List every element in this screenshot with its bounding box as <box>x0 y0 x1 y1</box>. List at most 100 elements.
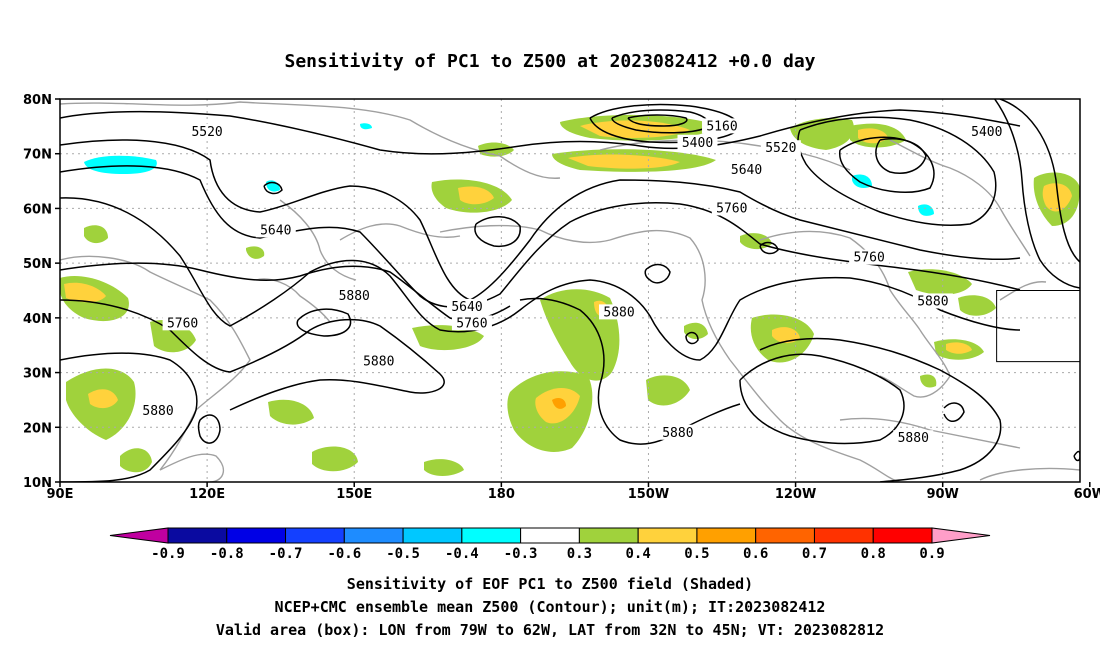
sensitivity-patch <box>88 389 118 409</box>
colorbar-box <box>637 527 698 544</box>
contour-label: 5160 <box>706 119 737 134</box>
colorbar-label: -0.4 <box>445 546 479 562</box>
colorbar-box <box>696 527 757 544</box>
colorbar-lower-arrow <box>109 527 169 544</box>
contour-label-bg <box>677 134 718 150</box>
contour-label-bg <box>893 430 934 446</box>
contour-label-bg <box>334 287 375 303</box>
z500-contour <box>1073 450 1080 462</box>
colorbar-upper-arrow <box>931 527 991 544</box>
colorbar-label: 0.6 <box>743 546 768 562</box>
contour-label-bg <box>657 424 698 440</box>
coastline <box>839 417 1021 449</box>
z500-contour <box>875 138 927 174</box>
contour-label: 5520 <box>191 125 222 140</box>
contour-label: 5880 <box>603 305 634 320</box>
lat-label: 40N <box>23 312 52 327</box>
contour-label-bg <box>760 140 801 156</box>
longitude-labels: 90E 120E 150E 180 150W 120W 90W 60W <box>47 482 1100 502</box>
lon-label: 180 <box>488 487 515 502</box>
lat-label: 50N <box>23 257 52 272</box>
contour-label-bg <box>1074 222 1080 238</box>
z500-contour <box>60 109 1021 155</box>
contour-label: 5760 <box>167 316 198 331</box>
contour-label: 5880 <box>339 289 370 304</box>
coastline <box>60 101 561 179</box>
sensitivity-patch <box>120 448 152 473</box>
sensitivity-patch <box>920 374 937 388</box>
contour-label: 5880 <box>363 355 394 370</box>
contour-label-bg <box>187 123 228 139</box>
contour-label: 5880 <box>898 431 929 446</box>
colorbar-box <box>520 527 580 544</box>
z500-contour <box>685 331 699 345</box>
colorbar-box <box>872 527 933 544</box>
contour-label: 5760 <box>716 201 747 216</box>
contour-label: 5520 <box>765 141 796 156</box>
lon-label: 90W <box>926 487 958 502</box>
sensitivity-patch <box>568 154 680 169</box>
z500-contour <box>627 114 688 127</box>
lon-label: 120W <box>775 487 816 502</box>
z500-contour <box>60 262 511 322</box>
contour-label-bg <box>1079 287 1080 303</box>
colorbar-label: 0.3 <box>567 546 592 562</box>
z500-contour <box>838 136 935 193</box>
lat-label: 80N <box>23 93 52 108</box>
coastline <box>599 139 851 171</box>
coastline <box>999 281 1047 301</box>
z500-contour <box>474 216 521 248</box>
z500-contour <box>60 197 1021 361</box>
z500-contour <box>999 99 1080 263</box>
sensitivity-patch <box>360 123 372 130</box>
coastline <box>439 224 611 244</box>
lon-label: 150W <box>628 487 669 502</box>
colorbar-box <box>285 527 345 544</box>
colorbar-box <box>578 527 639 544</box>
latitude-labels: 80N 70N 60N 50N 40N 30N 20N 10N <box>23 93 60 491</box>
contour-label-bg <box>726 162 767 178</box>
contour-label-bg <box>1085 392 1100 407</box>
caption-line-2: NCEP+CMC ensemble mean Z500 (Contour); u… <box>275 598 826 616</box>
z500-contour <box>60 139 1021 301</box>
colorbar-label: -0.9 <box>151 546 185 562</box>
contour-label: 5880 <box>142 404 173 419</box>
z500-contour <box>759 337 1002 482</box>
contour-label: 5640 <box>731 163 762 178</box>
contour-label: 5640 <box>1084 289 1100 304</box>
z500-contour <box>263 181 283 195</box>
sensitivity-patch <box>684 322 708 340</box>
sensitivity-patch <box>918 204 934 216</box>
lat-label: 10N <box>23 476 52 491</box>
lat-label: 20N <box>23 421 52 436</box>
sensitivity-patch <box>552 398 566 409</box>
caption-line-1: Sensitivity of EOF PC1 to Z500 field (Sh… <box>347 575 753 593</box>
contour-label-bg <box>138 402 179 418</box>
contour-label-bg <box>451 315 492 331</box>
z500-contour <box>60 299 445 411</box>
colorbar-box <box>461 527 522 544</box>
sensitivity-patch <box>958 295 996 316</box>
contour-label: 5640 <box>451 300 482 315</box>
colorbar-label: -0.7 <box>269 546 303 562</box>
coastline <box>729 359 901 482</box>
z500-contour <box>644 263 671 284</box>
contour-label-bg <box>702 118 743 134</box>
sensitivity-patch <box>458 186 494 205</box>
coastline <box>979 467 1080 481</box>
figure-title: Sensitivity of PC1 to Z500 at 2023082412… <box>284 51 815 72</box>
z500-contour <box>60 165 1021 308</box>
contour-label-bg <box>912 293 953 309</box>
lon-label: 90E <box>47 487 74 502</box>
z500-contour <box>197 414 221 444</box>
sensitivity-patch <box>790 118 854 150</box>
contour-label: 5520 <box>1079 223 1100 238</box>
sensitivity-patch <box>246 246 265 259</box>
caption-line-3: Valid area (box): LON from 79W to 62W, L… <box>216 621 884 639</box>
colorbar-label: 0.7 <box>802 546 827 562</box>
sensitivity-patch <box>84 155 157 174</box>
contour-label-bg <box>255 222 296 238</box>
contour-label-bg <box>358 353 399 369</box>
contour-label-bg <box>162 315 203 331</box>
contour-label: 5880 <box>1089 393 1100 408</box>
